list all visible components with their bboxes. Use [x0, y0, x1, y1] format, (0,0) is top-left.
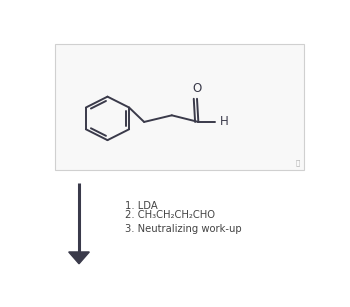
- Bar: [55, 44, 304, 170]
- Polygon shape: [69, 252, 89, 264]
- Text: 2. CH₃CH₂CH₂CHO: 2. CH₃CH₂CH₂CHO: [125, 210, 215, 220]
- Text: 1. LDA: 1. LDA: [125, 201, 158, 211]
- Text: 3. Neutralizing work-up: 3. Neutralizing work-up: [125, 224, 242, 235]
- Text: O: O: [193, 82, 202, 95]
- Text: ⌕: ⌕: [295, 160, 300, 166]
- Text: H: H: [220, 115, 229, 128]
